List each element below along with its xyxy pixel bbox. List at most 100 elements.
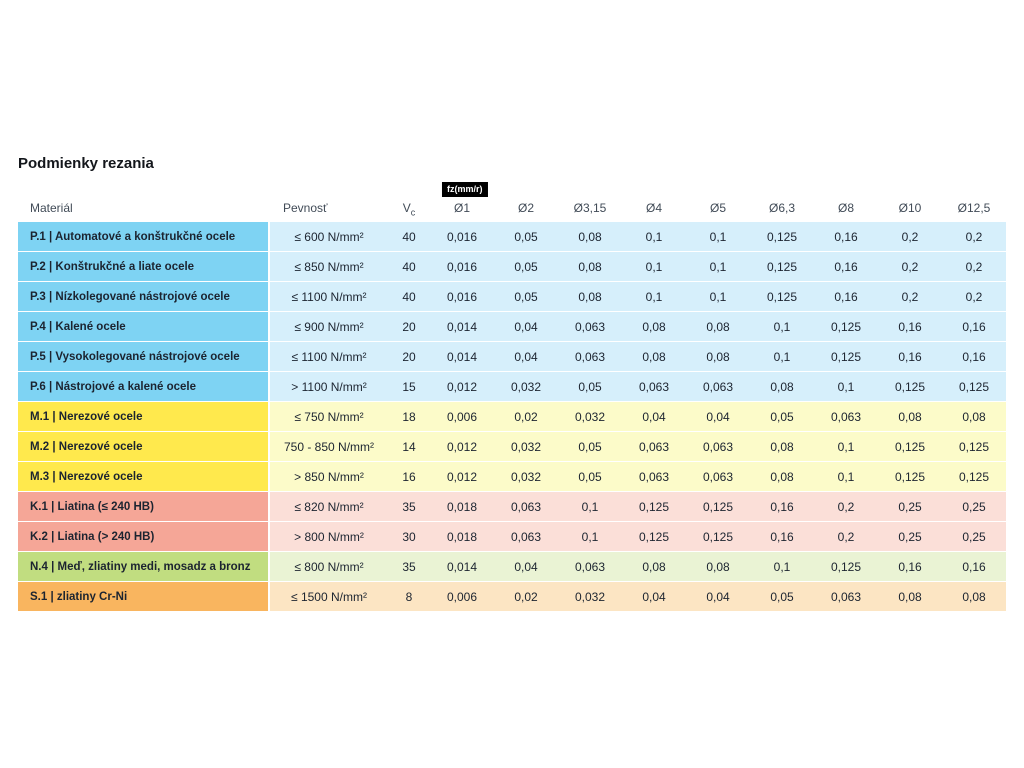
feed-value-cell-d8: 0,1 xyxy=(814,432,878,461)
feed-value-cell-d1: 0,006 xyxy=(430,402,494,431)
material-cell: P.5 | Vysokolegované nástrojové ocele xyxy=(18,342,268,371)
feed-value-cell-d5: 0,08 xyxy=(686,342,750,371)
table-row: K.1 | Liatina (≤ 240 HB) ≤ 820 N/mm² 35 0,0… xyxy=(18,492,1006,521)
feed-value-cell-d63: 0,125 xyxy=(750,222,814,251)
feed-value-cell-d125: 0,16 xyxy=(942,342,1006,371)
feed-value-cell-d63: 0,16 xyxy=(750,492,814,521)
column-header-d2: Ø2 xyxy=(517,201,534,215)
feed-value-cell-d2: 0,032 xyxy=(494,462,558,491)
feed-value-cell-d315: 0,032 xyxy=(558,402,622,431)
column-header-d1: fz(mm/r) Ø1 xyxy=(430,182,494,218)
vc-cell: 40 xyxy=(388,282,430,311)
feed-value-cell-d5: 0,063 xyxy=(686,372,750,401)
feed-value-cell-d4: 0,08 xyxy=(622,342,686,371)
material-cell: K.2 | Liatina (> 240 HB) xyxy=(18,522,268,551)
material-cell: M.3 | Nerezové ocele xyxy=(18,462,268,491)
column-header-d4: Ø4 xyxy=(645,201,662,215)
vc-cell: 30 xyxy=(388,522,430,551)
strength-cell: > 800 N/mm² xyxy=(268,522,388,551)
material-cell: N.4 | Meď, zliatiny medi, mosadz a bronz xyxy=(18,552,268,581)
table-row: M.1 | Nerezové ocele ≤ 750 N/mm² 18 0,006 0,… xyxy=(18,402,1006,431)
feed-value-cell-d4: 0,04 xyxy=(622,582,686,611)
feed-value-cell-d1: 0,016 xyxy=(430,282,494,311)
feed-value-cell-d125: 0,2 xyxy=(942,282,1006,311)
feed-value-cell-d63: 0,1 xyxy=(750,342,814,371)
table-row: K.2 | Liatina (> 240 HB) > 800 N/mm² 30 0,0… xyxy=(18,522,1006,551)
feed-value-cell-d63: 0,05 xyxy=(750,582,814,611)
feed-value-cell-d315: 0,05 xyxy=(558,432,622,461)
feed-value-cell-d125: 0,25 xyxy=(942,492,1006,521)
feed-value-cell-d5: 0,04 xyxy=(686,582,750,611)
feed-value-cell-d1: 0,014 xyxy=(430,552,494,581)
feed-value-cell-d315: 0,032 xyxy=(558,582,622,611)
feed-value-cell-d8: 0,063 xyxy=(814,582,878,611)
feed-value-cell-d8: 0,16 xyxy=(814,222,878,251)
material-cell: P.6 | Nástrojové a kalené ocele xyxy=(18,372,268,401)
feed-value-cell-d10: 0,08 xyxy=(878,582,942,611)
feed-value-cell-d4: 0,1 xyxy=(622,222,686,251)
feed-value-cell-d8: 0,125 xyxy=(814,312,878,341)
feed-value-cell-d1: 0,012 xyxy=(430,432,494,461)
feed-value-cell-d5: 0,1 xyxy=(686,282,750,311)
feed-value-cell-d8: 0,16 xyxy=(814,252,878,281)
vc-cell: 14 xyxy=(388,432,430,461)
feed-value-cell-d315: 0,1 xyxy=(558,522,622,551)
feed-value-cell-d125: 0,125 xyxy=(942,462,1006,491)
table-row: P.6 | Nástrojové a kalené ocele > 1100 N/… xyxy=(18,372,1006,401)
feed-value-cell-d63: 0,08 xyxy=(750,372,814,401)
feed-value-cell-d125: 0,2 xyxy=(942,252,1006,281)
feed-value-cell-d8: 0,2 xyxy=(814,522,878,551)
feed-value-cell-d10: 0,16 xyxy=(878,552,942,581)
vc-cell: 35 xyxy=(388,492,430,521)
feed-value-cell-d2: 0,05 xyxy=(494,282,558,311)
feed-value-cell-d2: 0,063 xyxy=(494,522,558,551)
feed-value-cell-d4: 0,063 xyxy=(622,372,686,401)
feed-value-cell-d10: 0,2 xyxy=(878,282,942,311)
feed-value-cell-d1: 0,016 xyxy=(430,252,494,281)
feed-value-cell-d2: 0,063 xyxy=(494,492,558,521)
feed-value-cell-d10: 0,25 xyxy=(878,492,942,521)
strength-cell: ≤ 1100 N/mm² xyxy=(268,342,388,371)
column-header-d315: Ø3,15 xyxy=(573,201,607,215)
vc-cell: 40 xyxy=(388,252,430,281)
feed-value-cell-d10: 0,125 xyxy=(878,432,942,461)
feed-value-cell-d5: 0,125 xyxy=(686,492,750,521)
feed-value-cell-d125: 0,08 xyxy=(942,582,1006,611)
feed-value-cell-d63: 0,08 xyxy=(750,432,814,461)
vc-cell: 20 xyxy=(388,312,430,341)
vc-cell: 16 xyxy=(388,462,430,491)
feed-value-cell-d1: 0,016 xyxy=(430,222,494,251)
table-row: M.3 | Nerezové ocele > 850 N/mm² 16 0,012 0,… xyxy=(18,462,1006,491)
vc-cell: 40 xyxy=(388,222,430,251)
feed-value-cell-d2: 0,04 xyxy=(494,552,558,581)
strength-cell: ≤ 850 N/mm² xyxy=(268,252,388,281)
feed-value-cell-d315: 0,08 xyxy=(558,252,622,281)
feed-value-cell-d5: 0,08 xyxy=(686,312,750,341)
feed-value-cell-d5: 0,063 xyxy=(686,462,750,491)
feed-value-cell-d5: 0,1 xyxy=(686,222,750,251)
strength-cell: ≤ 600 N/mm² xyxy=(268,222,388,251)
column-header-vc: Vc xyxy=(402,201,416,218)
vc-cell: 18 xyxy=(388,402,430,431)
material-cell: K.1 | Liatina (≤ 240 HB) xyxy=(18,492,268,521)
column-header-material: Materiál xyxy=(30,201,73,215)
vc-cell: 8 xyxy=(388,582,430,611)
feed-value-cell-d5: 0,063 xyxy=(686,432,750,461)
feed-value-cell-d1: 0,014 xyxy=(430,312,494,341)
feed-value-cell-d5: 0,08 xyxy=(686,552,750,581)
feed-value-cell-d125: 0,08 xyxy=(942,402,1006,431)
feed-value-cell-d8: 0,1 xyxy=(814,372,878,401)
strength-cell: ≤ 1100 N/mm² xyxy=(268,282,388,311)
feed-value-cell-d2: 0,04 xyxy=(494,312,558,341)
strength-cell: ≤ 820 N/mm² xyxy=(268,492,388,521)
feed-value-cell-d8: 0,063 xyxy=(814,402,878,431)
feed-value-cell-d5: 0,04 xyxy=(686,402,750,431)
vc-cell: 20 xyxy=(388,342,430,371)
strength-cell: > 1100 N/mm² xyxy=(268,372,388,401)
feed-value-cell-d4: 0,08 xyxy=(622,552,686,581)
feed-value-cell-d10: 0,08 xyxy=(878,402,942,431)
strength-cell: ≤ 1500 N/mm² xyxy=(268,582,388,611)
feed-value-cell-d10: 0,2 xyxy=(878,222,942,251)
feed-value-cell-d315: 0,1 xyxy=(558,492,622,521)
strength-cell: ≤ 900 N/mm² xyxy=(268,312,388,341)
